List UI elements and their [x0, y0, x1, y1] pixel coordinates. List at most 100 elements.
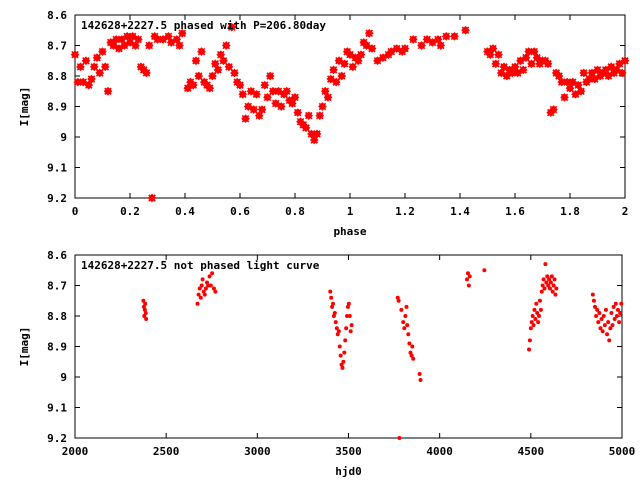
y-tick-label: 9.2	[47, 192, 67, 205]
data-point	[249, 105, 259, 114]
data-point	[147, 193, 157, 203]
data-point	[356, 50, 366, 59]
y-axis-label-mag-top: I[mag]	[18, 87, 31, 127]
data-point	[590, 74, 600, 84]
data-point	[331, 301, 336, 306]
plot-frame	[74, 254, 623, 439]
data-point	[331, 77, 341, 87]
data-point	[397, 436, 402, 440]
data-point	[206, 283, 211, 288]
x-tick-label: 4500	[518, 445, 545, 458]
data-point	[521, 53, 531, 63]
data-point	[143, 301, 148, 306]
data-point	[219, 56, 228, 66]
data-point	[436, 41, 446, 50]
data-point	[227, 22, 237, 32]
y-tick-label: 8.8	[47, 70, 67, 83]
data-point	[318, 102, 327, 111]
x-tick-label: 0	[72, 205, 79, 218]
x-tick-label: 2000	[62, 445, 89, 458]
data-point	[619, 301, 624, 306]
data-point	[554, 71, 564, 81]
data-point	[87, 74, 96, 84]
data-point	[353, 56, 363, 66]
data-point	[547, 277, 552, 282]
data-point	[591, 298, 596, 303]
data-point	[172, 35, 182, 44]
data-point	[597, 310, 602, 315]
data-point	[340, 59, 349, 69]
data-point	[546, 283, 551, 288]
data-point	[205, 280, 210, 285]
data-point	[590, 292, 595, 297]
data-point	[406, 332, 411, 337]
data-point	[210, 271, 215, 276]
data-point	[211, 286, 216, 291]
data-point	[608, 326, 613, 331]
data-point	[76, 62, 85, 72]
data-point	[309, 135, 319, 145]
data-point	[549, 105, 558, 114]
data-point	[142, 314, 147, 318]
data-point	[197, 47, 206, 56]
data-point	[70, 50, 80, 59]
data-point	[293, 108, 303, 117]
data-point	[620, 56, 630, 66]
y-tick-label: 8.7	[47, 40, 67, 53]
data-point	[529, 320, 534, 325]
data-point	[339, 362, 344, 367]
data-point	[542, 286, 547, 291]
y-tick-label: 8.8	[47, 310, 67, 323]
data-point	[408, 350, 413, 355]
data-point	[545, 274, 550, 279]
data-point	[491, 59, 501, 69]
data-point	[554, 286, 559, 291]
data-point	[402, 326, 407, 331]
data-point	[593, 304, 598, 309]
data-point	[433, 35, 443, 44]
x-tick-label: 0.8	[285, 205, 305, 218]
data-point	[263, 93, 272, 102]
data-point	[614, 314, 619, 318]
data-point	[202, 292, 207, 297]
data-point	[529, 47, 539, 56]
data-point	[450, 32, 459, 41]
data-point	[485, 50, 495, 59]
data-point	[540, 283, 545, 288]
x-tick-label: 1.4	[450, 205, 470, 218]
data-point	[213, 289, 218, 294]
x-tick-label: 4000	[426, 445, 453, 458]
data-point	[95, 68, 105, 78]
data-point	[510, 62, 520, 72]
x-tick-label: 1.8	[560, 205, 580, 218]
data-point	[312, 129, 322, 139]
data-point	[203, 286, 208, 291]
data-point	[596, 320, 601, 325]
data-point	[252, 89, 261, 99]
data-point	[405, 323, 410, 328]
data-point	[348, 329, 353, 334]
data-point	[533, 317, 538, 322]
data-point	[343, 338, 348, 343]
data-point	[345, 314, 350, 318]
data-point	[344, 326, 349, 331]
data-point	[537, 314, 542, 318]
data-point	[188, 80, 198, 90]
data-point	[131, 41, 140, 50]
data-point	[164, 32, 173, 41]
data-point	[177, 28, 187, 38]
data-point	[467, 274, 472, 279]
data-point	[84, 80, 94, 90]
data-point	[534, 301, 539, 306]
data-point	[417, 371, 422, 376]
y-tick-label: 8.6	[47, 9, 67, 22]
x-tick-label: 0.6	[230, 205, 250, 218]
data-point	[144, 41, 154, 50]
data-point	[538, 307, 543, 312]
data-point	[334, 326, 339, 331]
data-point	[466, 283, 471, 288]
y-tick-label: 8.7	[47, 280, 67, 293]
data-point	[330, 304, 335, 309]
data-point	[92, 53, 102, 63]
